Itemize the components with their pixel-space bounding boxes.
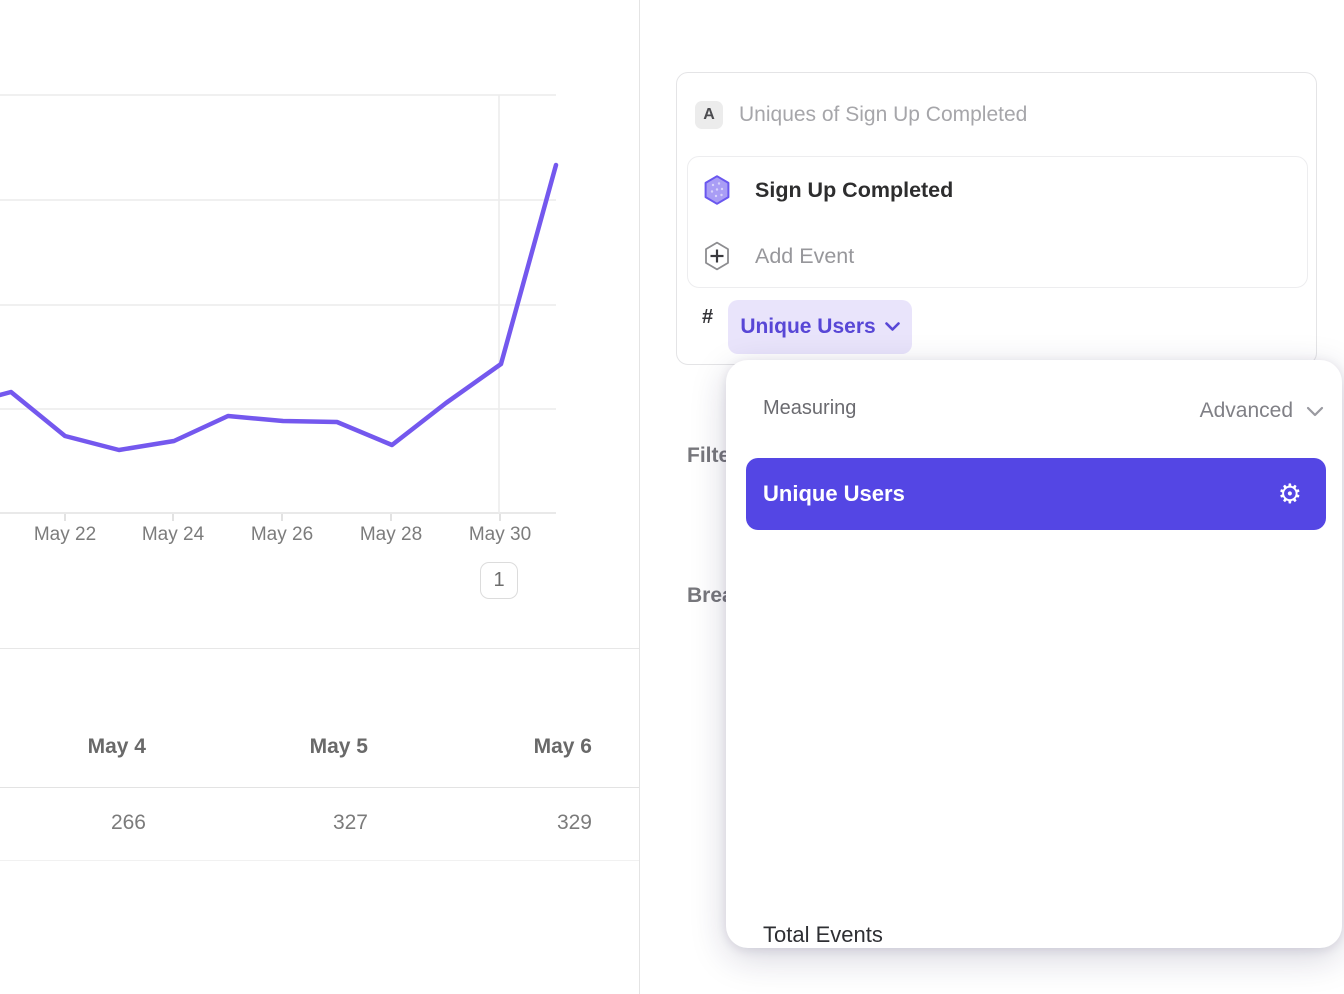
- table-cell: 266: [110, 811, 146, 834]
- event-card: Sign Up Completed Add Event: [687, 156, 1308, 288]
- add-event-icon: [704, 241, 730, 271]
- menu-item-total-events[interactable]: Total Events: [726, 895, 1342, 975]
- chevron-down-icon: [884, 322, 900, 331]
- query-title: Uniques of Sign Up Completed: [739, 103, 1028, 126]
- metric-prefix: #: [702, 306, 714, 328]
- line-chart[interactable]: [0, 0, 640, 600]
- x-axis-tick-label: May 22: [33, 524, 97, 545]
- chart-pane: May 22 May 24 May 26 May 28 May 30 1 May 4 M…: [0, 0, 639, 994]
- chevron-down-icon: [1306, 406, 1324, 416]
- table-row: 266 327 329: [0, 809, 639, 837]
- table-header-row: May 4 May 5 May 6: [0, 733, 639, 761]
- x-axis-tick-label: May 24: [141, 524, 205, 545]
- metric-selector-label: Unique Users: [740, 315, 876, 338]
- menu-item-unique-users-selected[interactable]: Unique Users ⚙: [746, 458, 1326, 530]
- column-header: May 6: [533, 735, 592, 758]
- column-header: May 4: [87, 735, 146, 758]
- table-cell: 329: [556, 811, 592, 834]
- x-axis: May 22 May 24 May 26 May 28 May 30: [0, 524, 640, 552]
- measuring-header-row: Measuring Advanced: [726, 388, 1342, 434]
- metric-selector-button[interactable]: Unique Users: [728, 300, 912, 354]
- x-axis-tick-label: May 30: [468, 524, 532, 545]
- add-event-label: Add Event: [755, 243, 855, 268]
- divider: [0, 860, 639, 861]
- selected-item-label: Unique Users: [763, 481, 905, 506]
- measuring-label: Measuring: [763, 397, 857, 419]
- x-axis-tick-label: May 28: [359, 524, 423, 545]
- divider: [0, 787, 639, 788]
- metric-row: # Unique Users: [677, 292, 1316, 354]
- menu-item-label: Total Events: [763, 922, 883, 947]
- annotation-badge[interactable]: 1: [480, 562, 518, 599]
- filter-section-heading: Filter: [687, 444, 739, 467]
- table-cell: 327: [332, 811, 368, 834]
- query-builder-card: A Uniques of Sign Up Completed Sign: [676, 72, 1317, 365]
- event-hexagon-icon: [704, 175, 730, 205]
- add-event-button[interactable]: Add Event: [688, 223, 1307, 289]
- divider: [0, 648, 639, 649]
- event-row[interactable]: Sign Up Completed: [688, 157, 1307, 223]
- pane-divider: [639, 0, 640, 994]
- series-badge: A: [695, 101, 723, 129]
- gear-icon[interactable]: ⚙: [1277, 478, 1302, 510]
- event-name: Sign Up Completed: [755, 177, 954, 202]
- menu-item-label: Total Sessions: [763, 975, 905, 994]
- menu-item-total-sessions[interactable]: Total Sessions: [726, 975, 1342, 994]
- x-axis-tick-label: May 26: [250, 524, 314, 545]
- column-header: May 5: [309, 735, 368, 758]
- measuring-dropdown-menu: Measuring Advanced Unique Users ⚙ Total …: [726, 360, 1342, 948]
- advanced-mode-select[interactable]: Advanced: [1200, 393, 1324, 429]
- advanced-mode-label: Advanced: [1199, 399, 1293, 422]
